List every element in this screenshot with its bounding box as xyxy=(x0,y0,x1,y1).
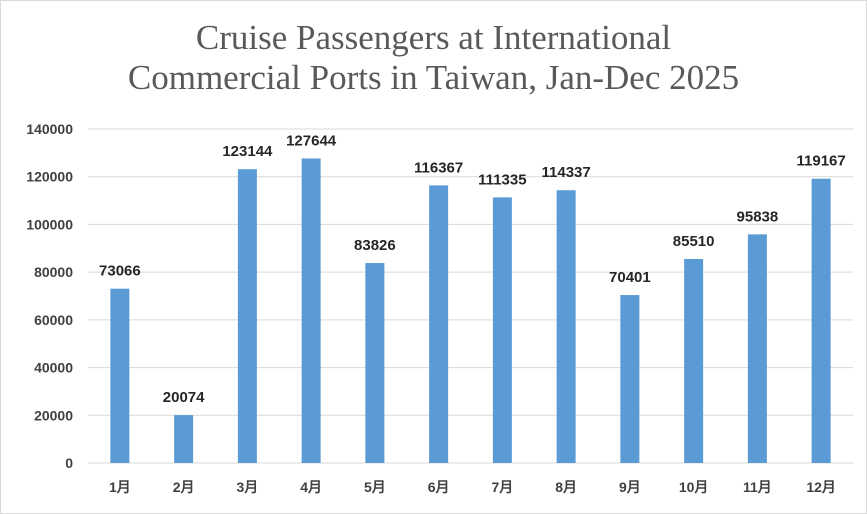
x-axis: 1月 2月 3月 4月 5月 6月 7月 8月 9月 10月 11月 12月 xyxy=(109,479,836,495)
bar xyxy=(556,190,576,463)
bar xyxy=(429,185,449,463)
data-label: 95838 xyxy=(737,208,779,225)
x-tick-label: 7月 xyxy=(491,479,513,495)
bar xyxy=(174,415,194,463)
bar xyxy=(237,169,257,463)
data-labels: 73066 20074 123144 127644 83826 116367 111335 1… xyxy=(99,132,846,406)
x-tick-label: 10月 xyxy=(679,479,709,495)
data-label: 111335 xyxy=(478,171,526,188)
y-tick-label: 40000 xyxy=(34,360,73,376)
bars xyxy=(110,158,831,463)
data-label: 114337 xyxy=(542,164,591,181)
y-axis: 0 20000 40000 60000 80000 100000 120000 140000 xyxy=(26,121,73,471)
bar xyxy=(492,197,512,463)
x-tick-label: 2月 xyxy=(173,479,195,495)
chart-title-line-1: Cruise Passengers at International xyxy=(195,18,672,57)
data-label: 70401 xyxy=(609,269,651,286)
bar xyxy=(301,158,321,463)
x-tick-label: 12月 xyxy=(806,479,836,495)
x-tick-label: 9月 xyxy=(619,479,641,495)
y-tick-label: 140000 xyxy=(26,121,73,137)
data-label: 83826 xyxy=(354,237,396,254)
x-tick-label: 4月 xyxy=(300,479,322,495)
data-label: 73066 xyxy=(99,263,141,280)
y-tick-label: 80000 xyxy=(34,264,73,280)
bar xyxy=(620,295,640,463)
bar xyxy=(365,263,385,463)
bar xyxy=(811,178,831,463)
x-tick-label: 11月 xyxy=(743,479,772,495)
x-tick-label: 1月 xyxy=(109,479,131,495)
chart-title: Cruise Passengers at International Comme… xyxy=(0,18,867,98)
y-tick-label: 120000 xyxy=(26,169,73,185)
y-tick-label: 100000 xyxy=(26,216,73,232)
data-label: 119167 xyxy=(797,153,846,170)
data-label: 116367 xyxy=(414,159,463,176)
y-tick-label: 0 xyxy=(65,455,73,471)
data-label: 123144 xyxy=(222,143,273,160)
bar xyxy=(684,258,704,463)
data-label: 127644 xyxy=(286,132,337,149)
gridlines xyxy=(88,128,853,464)
x-tick-label: 3月 xyxy=(236,479,258,495)
x-tick-label: 8月 xyxy=(555,479,577,495)
chart-title-line-2: Commercial Ports in Taiwan, Jan-Dec 2025 xyxy=(127,58,740,97)
x-tick-label: 5月 xyxy=(364,479,386,495)
data-label: 85510 xyxy=(673,233,715,250)
x-tick-label: 6月 xyxy=(428,479,450,495)
bar xyxy=(747,234,767,463)
y-tick-label: 60000 xyxy=(34,312,73,328)
data-label: 20074 xyxy=(163,389,205,406)
y-tick-label: 20000 xyxy=(34,407,73,423)
bar xyxy=(110,288,130,463)
